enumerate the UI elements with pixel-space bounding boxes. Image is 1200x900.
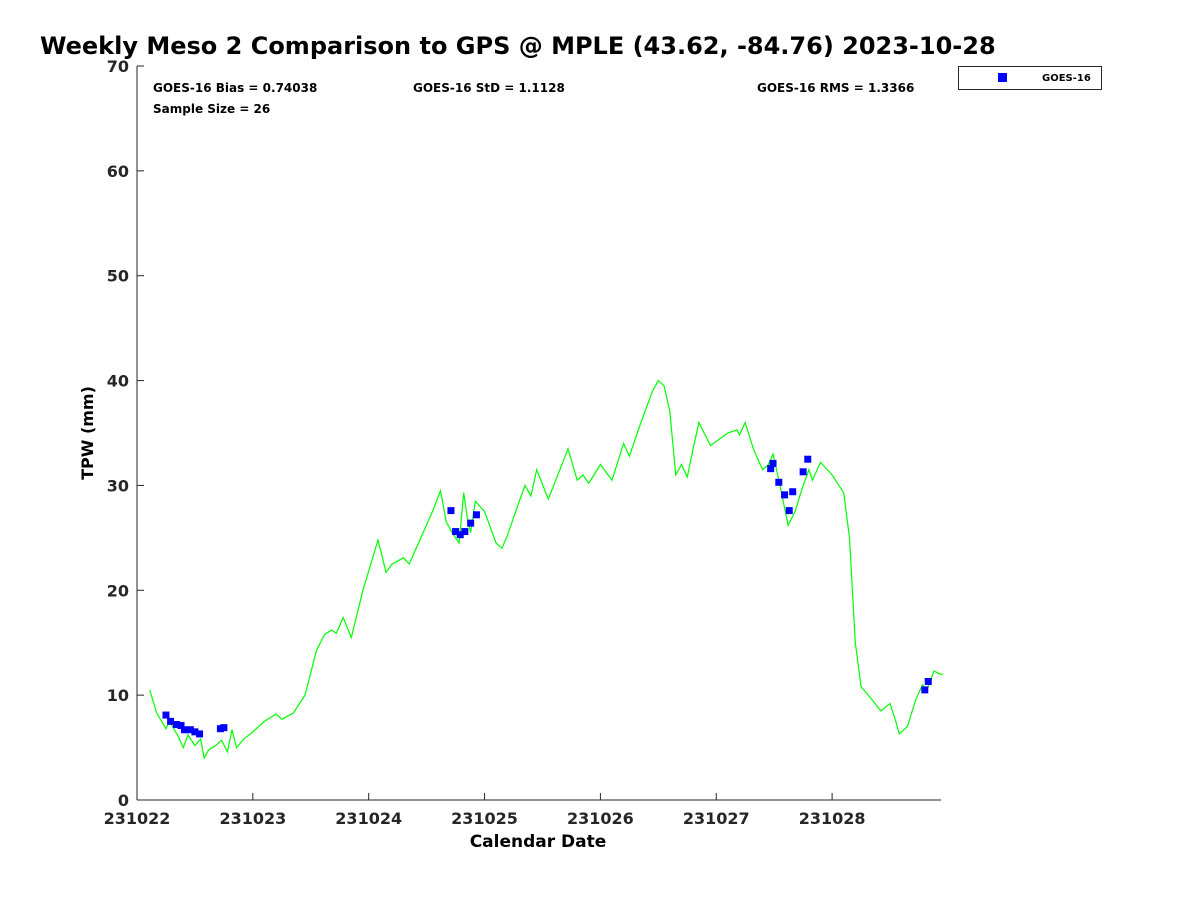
goes16-point <box>472 511 480 519</box>
goes16-point <box>921 686 929 694</box>
goes16-point <box>789 488 797 496</box>
goes16-point <box>924 678 932 686</box>
y-tick-label: 70 <box>107 57 129 76</box>
goes16-point <box>196 730 204 738</box>
goes16-point <box>186 726 194 734</box>
rms-stat: GOES-16 RMS = 1.3366 <box>757 81 914 95</box>
legend: GOES-16 <box>958 66 1102 90</box>
goes16-point <box>769 459 777 467</box>
x-tick-label: 231024 <box>335 809 402 828</box>
y-tick-label: 10 <box>107 686 129 705</box>
legend-box <box>958 66 1102 90</box>
goes16-point <box>167 717 175 725</box>
x-axis-label: Calendar Date <box>470 832 607 852</box>
x-tick-label: 231028 <box>799 809 866 828</box>
sample-size-stat: Sample Size = 26 <box>153 102 270 116</box>
gps-line-layer <box>149 379 944 760</box>
goes16-point <box>191 728 199 736</box>
x-tick-label: 231022 <box>104 809 171 828</box>
y-tick-label: 30 <box>107 476 129 495</box>
goes16-point <box>461 528 469 536</box>
goes16-point <box>767 465 775 473</box>
x-tick-label: 231026 <box>567 809 634 828</box>
y-tick-label: 20 <box>107 581 129 600</box>
goes16-point <box>162 711 170 719</box>
goes16-point <box>775 478 783 486</box>
y-axis-label: TPW (mm) <box>78 386 97 480</box>
goes16-point <box>781 491 789 499</box>
x-tick-label: 231023 <box>219 809 286 828</box>
goes16-point <box>177 722 185 730</box>
y-tick-label: 0 <box>118 791 129 810</box>
goes16-point <box>785 507 793 515</box>
goes16-point <box>467 519 475 527</box>
std-stat: GOES-16 StD = 1.1128 <box>413 81 565 95</box>
gps-series-line <box>149 379 944 760</box>
goes16-points-layer <box>162 455 932 738</box>
goes16-point <box>180 726 188 734</box>
goes16-point <box>220 724 228 732</box>
legend-label-goes16: GOES-16 <box>1042 73 1091 84</box>
goes16-point <box>799 468 807 476</box>
goes16-point <box>172 721 180 729</box>
chart-title: Weekly Meso 2 Comparison to GPS @ MPLE (… <box>40 32 996 60</box>
y-tick-label: 50 <box>107 267 129 286</box>
goes16-point <box>447 507 455 515</box>
axis-ticks: 231022 231023 231024 231025 231026 231027 2310… <box>104 57 866 828</box>
goes16-point <box>452 528 460 536</box>
goes16-point <box>456 531 464 539</box>
legend-marker-goes16 <box>998 73 1007 82</box>
y-tick-label: 40 <box>107 372 129 391</box>
bias-stat: GOES-16 Bias = 0.74038 <box>153 81 317 95</box>
y-tick-label: 60 <box>107 162 129 181</box>
goes16-point <box>804 455 812 463</box>
plot-background <box>137 66 941 800</box>
x-tick-label: 231025 <box>451 809 518 828</box>
x-tick-label: 231027 <box>683 809 750 828</box>
